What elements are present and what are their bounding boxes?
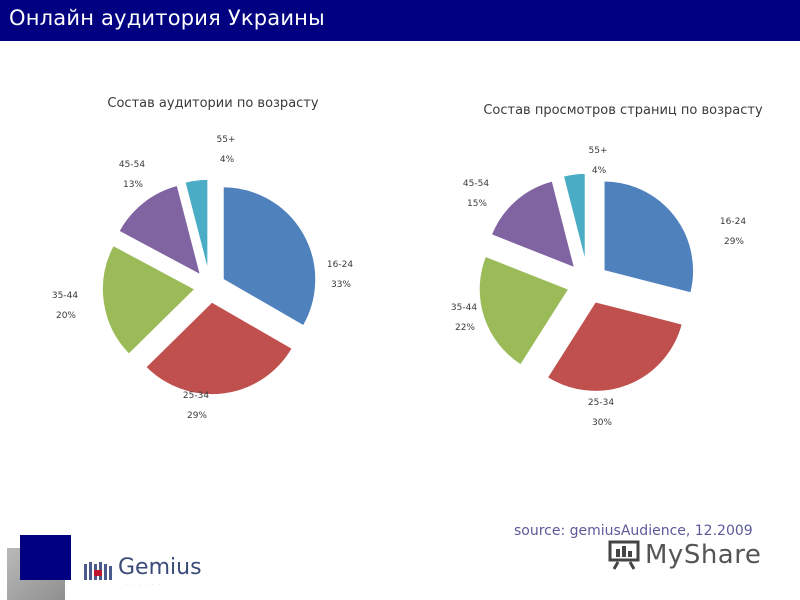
myshare-logo-text: MyShare: [645, 540, 762, 570]
slice-category-label: 45-54: [119, 160, 145, 170]
footer-decoration-navy: [20, 535, 71, 580]
pie-slice-16-24: [222, 185, 317, 328]
myshare-logo: MyShare: [607, 538, 777, 572]
myshare-logo-icon: [608, 540, 640, 570]
pie-slice-16-24: [603, 179, 695, 295]
slice-percent-label: 4%: [220, 155, 235, 165]
slice-percent-label: 22%: [455, 323, 475, 333]
pie-slice-35-44: [478, 255, 571, 367]
chart-title: Состав просмотров страниц по возрасту: [483, 103, 763, 118]
slice-category-label: 16-24: [327, 260, 353, 270]
slice-category-label: 55+: [589, 146, 608, 156]
slice-category-label: 55+: [217, 135, 236, 145]
pie-slice-35-44: [101, 244, 197, 356]
slice-category-label: 16-24: [720, 217, 746, 227]
pie-slice-55plus: [562, 172, 587, 264]
slice-percent-label: 15%: [467, 199, 487, 209]
slice-category-label: 25-34: [588, 398, 614, 408]
gemius-logo: Gemius · · · · · ·: [82, 555, 222, 589]
pie-chart-pageviews-age: Состав просмотров страниц по возрасту 16…: [451, 103, 763, 428]
chart-title: Состав аудитории по возрасту: [107, 96, 318, 111]
charts-area: Состав аудитории по возрасту 16-24 33% 25-…: [52, 96, 763, 428]
page-title: Онлайн аудитория Украины: [9, 6, 325, 30]
pie-chart-audience-age: Состав аудитории по возрасту 16-24 33% 25-…: [52, 96, 353, 421]
slice-category-label: 35-44: [52, 291, 78, 301]
title-bar: Онлайн аудитория Украины: [0, 0, 800, 41]
pie-slice-55plus: [183, 178, 209, 273]
slice-category-label: 25-34: [183, 391, 209, 401]
slice-percent-label: 33%: [331, 280, 351, 290]
slice-percent-label: 13%: [123, 180, 143, 190]
slice-percent-label: 29%: [724, 237, 744, 247]
slice-percent-label: 29%: [187, 411, 207, 421]
gemius-logo-icon: [84, 562, 112, 580]
slice-percent-label: 20%: [56, 311, 76, 321]
gemius-logo-tagline: · · · · · ·: [126, 582, 162, 587]
pie-slice-25-34: [546, 300, 684, 393]
pie-slice-45-54: [490, 179, 576, 270]
pie-slice-25-34: [144, 300, 294, 396]
slice-category-label: 45-54: [463, 179, 489, 189]
pie-slice-45-54: [117, 184, 202, 277]
gemius-logo-text: Gemius: [118, 555, 202, 580]
slice-percent-label: 30%: [592, 418, 612, 428]
slice-category-label: 35-44: [451, 303, 477, 313]
slice-percent-label: 4%: [592, 166, 607, 176]
source-note: source: gemiusAudience, 12.2009: [514, 523, 753, 539]
